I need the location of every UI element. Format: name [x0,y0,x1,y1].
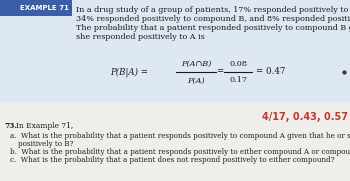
Text: 34% responded positively to compound B, and 8% responded positively to both.: 34% responded positively to compound B, … [76,15,350,23]
Text: 73.: 73. [4,122,17,130]
Text: The probability that a patient responded positively to compound B given that he : The probability that a patient responded… [76,24,350,32]
Text: 0.17: 0.17 [229,77,247,85]
Text: EXAMPLE 71: EXAMPLE 71 [20,5,69,11]
Text: In Example 71,: In Example 71, [16,122,73,130]
Text: positively to B?: positively to B? [18,140,74,148]
Text: b.  What is the probability that a patient responds positively to either compoun: b. What is the probability that a patien… [10,148,350,156]
Text: P(B|A) =: P(B|A) = [110,67,148,77]
Text: P(A): P(A) [187,77,205,85]
FancyBboxPatch shape [0,0,350,102]
Text: P(A∩B): P(A∩B) [181,60,211,68]
Text: she responded positively to A is: she responded positively to A is [76,33,205,41]
Text: a.  What is the probability that a patient responds positively to compound A giv: a. What is the probability that a patien… [10,132,350,140]
Text: 0.08: 0.08 [229,60,247,68]
Text: =: = [216,68,224,77]
Text: 4/17, 0.43, 0.57: 4/17, 0.43, 0.57 [262,112,348,122]
Text: In a drug study of a group of patients, 17% responded positively to compound A,: In a drug study of a group of patients, … [76,6,350,14]
FancyBboxPatch shape [0,0,72,16]
Text: c.  What is the probability that a patient does not respond positively to either: c. What is the probability that a patien… [10,157,335,165]
Text: = 0.47: = 0.47 [256,68,285,77]
